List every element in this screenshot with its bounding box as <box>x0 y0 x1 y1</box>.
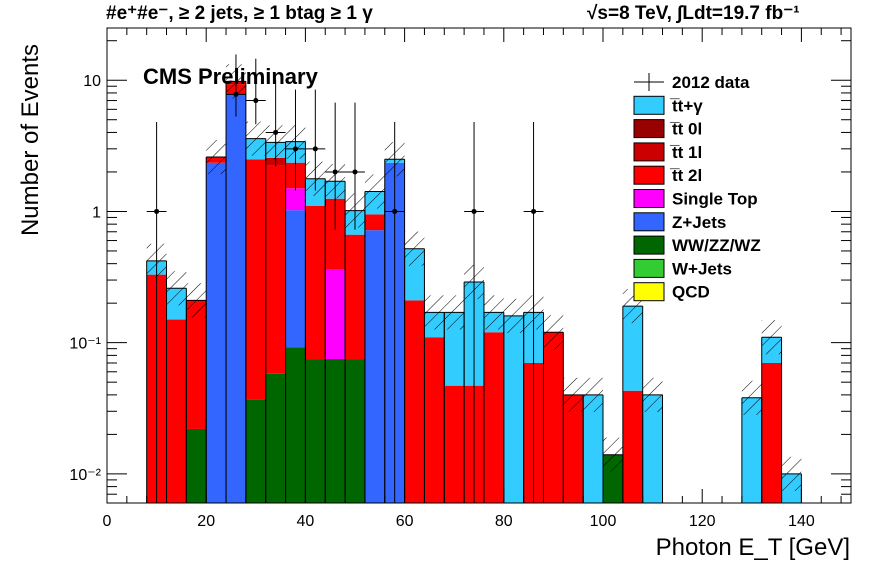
legend-swatch <box>633 142 665 162</box>
bar-52-1 <box>364 214 385 231</box>
y-axis-title: Number of Events <box>17 44 44 236</box>
legend-label: W+Jets <box>672 259 732 278</box>
data-point-8 <box>392 208 398 214</box>
lumi-label: √s=8 TeV, ∫Ldt=19.7 fb⁻¹ <box>587 3 800 24</box>
data-point-6 <box>332 169 338 175</box>
x-tick-label: 100 <box>590 513 617 530</box>
bar-96-0 <box>583 394 603 503</box>
data-point-10 <box>531 208 537 214</box>
bar-48-0 <box>345 359 365 503</box>
bar-68-1 <box>444 312 465 386</box>
x-axis-title: Photon E_T [GeV] <box>656 534 850 561</box>
x-tick-label: 120 <box>689 513 716 530</box>
y-tick-label: 10⁻¹ <box>69 336 101 353</box>
legend-label: WW/ZZ/WZ <box>672 236 761 255</box>
legend-swatch <box>633 165 665 185</box>
y-tick-label: 10⁻² <box>69 467 101 484</box>
bar-92-0 <box>563 394 584 503</box>
legend-swatch <box>633 212 665 232</box>
bar-76-0 <box>483 332 504 503</box>
legend-swatch <box>633 282 665 302</box>
bar-20-0 <box>206 162 227 503</box>
plot-frame <box>106 27 852 504</box>
legend-label: Z+Jets <box>672 213 726 232</box>
x-tick-label: 40 <box>297 513 315 530</box>
bar-104-0 <box>622 390 643 503</box>
legend-label: t̅t 1l <box>670 143 702 162</box>
channel-label: #e⁺#e⁻, ≥ 2 jets, ≥ 1 btag ≥ 1 γ <box>106 3 373 24</box>
data-point-1 <box>233 91 239 97</box>
x-tick-label: 140 <box>788 513 815 530</box>
bar-16-0 <box>186 428 207 503</box>
legend-label: 2012 data <box>672 73 750 92</box>
bar-28-1 <box>245 159 266 400</box>
legend-swatch <box>633 119 665 139</box>
bar-80-0 <box>503 315 524 503</box>
data-point-5 <box>312 146 318 152</box>
cms-preliminary-label: CMS Preliminary <box>143 64 319 89</box>
legend-swatch <box>633 95 665 115</box>
legend-label: t̅t 0l <box>670 120 702 139</box>
x-tick-label: 0 <box>103 513 112 530</box>
data-point-7 <box>352 169 358 175</box>
y-tick-label: 1 <box>92 204 101 221</box>
legend-label: Single Top <box>672 190 758 209</box>
bar-68-0 <box>444 385 465 503</box>
bar-32-1 <box>265 165 286 374</box>
bar-36-0 <box>285 347 306 503</box>
y-tick-label: 10 <box>83 73 101 90</box>
bar-52-0 <box>364 230 385 503</box>
bar-16-1 <box>186 300 207 429</box>
data-point-0 <box>154 208 160 214</box>
x-tick-label: 20 <box>197 513 215 530</box>
data-point-3 <box>273 129 279 135</box>
legend-swatch <box>633 189 665 208</box>
legend-label: t̅t+γ <box>670 96 703 115</box>
bar-40-1 <box>305 205 326 360</box>
bar-44-0 <box>325 359 346 503</box>
bar-12-0 <box>166 319 187 503</box>
bar-40-0 <box>305 359 326 503</box>
bar-24-0 <box>226 94 246 504</box>
bar-44-2 <box>325 198 346 270</box>
x-tick-label: 60 <box>396 513 414 530</box>
legend-label: t̅t 2l <box>670 166 702 185</box>
data-point-2 <box>253 98 259 104</box>
legend-swatch <box>633 258 665 278</box>
data-points <box>146 54 544 503</box>
bar-48-1 <box>345 234 365 360</box>
axes: 0 20 40 60 80 100 120 140 10⁻² 10⁻¹ 1 10 <box>69 27 852 530</box>
bar-36-2 <box>285 188 306 211</box>
bar-32-0 <box>265 373 286 503</box>
stack-outline <box>146 80 802 503</box>
stack-bars <box>146 81 802 504</box>
bar-88-0 <box>543 332 564 503</box>
data-point-9 <box>471 208 477 214</box>
bar-108-0 <box>642 394 663 503</box>
legend: 2012 data t̅t+γ t̅t 0l t̅t 1l t̅t 2l Single T… <box>633 73 761 302</box>
x-tick-label: 80 <box>495 513 513 530</box>
legend-swatch <box>633 235 665 255</box>
bar-36-1 <box>285 210 306 348</box>
bar-128-0 <box>741 397 762 503</box>
bar-64-0 <box>424 337 445 503</box>
bar-28-0 <box>245 399 266 503</box>
data-point-4 <box>292 146 298 152</box>
legend-label: QCD <box>672 283 710 302</box>
bar-44-1 <box>325 269 346 360</box>
bar-104-1 <box>622 306 643 391</box>
bar-60-0 <box>404 300 425 503</box>
bar-132-0 <box>761 362 782 503</box>
